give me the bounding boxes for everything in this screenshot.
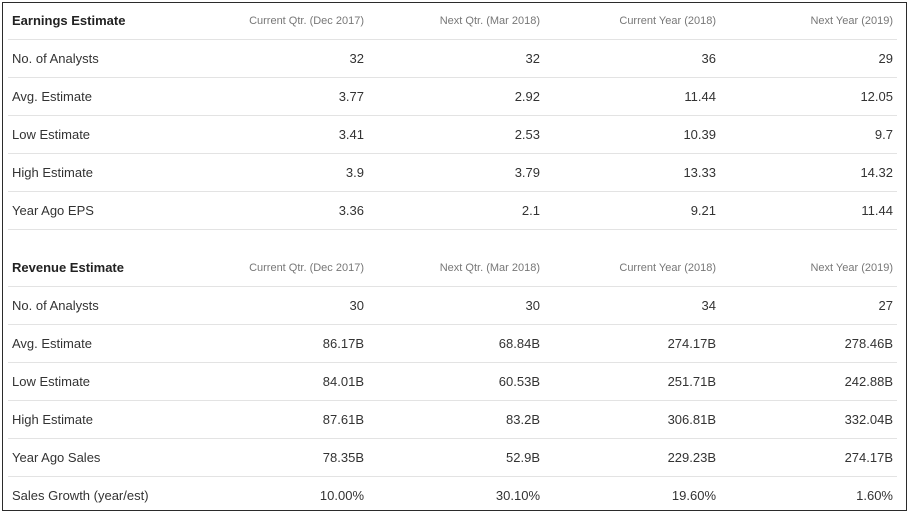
table-cell: 36 bbox=[544, 39, 720, 78]
row-label: Low Estimate bbox=[8, 115, 218, 154]
table-row: Year Ago EPS 3.36 2.1 9.21 11.44 bbox=[8, 191, 897, 230]
table-cell: 27 bbox=[720, 286, 897, 325]
table-header-row: Revenue Estimate Current Qtr. (Dec 2017)… bbox=[8, 252, 897, 287]
table-cell: 13.33 bbox=[544, 153, 720, 192]
column-header: Next Year (2019) bbox=[720, 5, 897, 40]
table-cell: 242.88B bbox=[720, 362, 897, 401]
table-cell: 3.36 bbox=[218, 191, 368, 230]
table-row: High Estimate 3.9 3.79 13.33 14.32 bbox=[8, 153, 897, 192]
table-cell: 14.32 bbox=[720, 153, 897, 192]
row-label: Low Estimate bbox=[8, 362, 218, 401]
row-label: No. of Analysts bbox=[8, 39, 218, 78]
column-header: Current Qtr. (Dec 2017) bbox=[218, 5, 368, 40]
row-label: Year Ago EPS bbox=[8, 191, 218, 230]
table-cell: 83.2B bbox=[368, 400, 544, 439]
table-cell: 3.77 bbox=[218, 77, 368, 116]
table-cell: 32 bbox=[218, 39, 368, 78]
table-cell: 11.44 bbox=[544, 77, 720, 116]
table-cell: 2.92 bbox=[368, 77, 544, 116]
earnings-estimate-table: Earnings Estimate Current Qtr. (Dec 2017… bbox=[8, 5, 897, 230]
table-cell: 9.21 bbox=[544, 191, 720, 230]
table-cell: 278.46B bbox=[720, 324, 897, 363]
table-row: No. of Analysts 30 30 34 27 bbox=[8, 286, 897, 325]
table-cell: 30.10% bbox=[495, 487, 540, 503]
table-cell: 229.23B bbox=[544, 438, 720, 477]
column-header: Current Qtr. (Dec 2017) bbox=[218, 252, 368, 287]
row-label: Avg. Estimate bbox=[8, 77, 218, 116]
table-row: High Estimate 87.61B 83.2B 306.81B 332.0… bbox=[8, 400, 897, 439]
table-cell: 84.01B bbox=[218, 362, 368, 401]
table-cell: 2.1 bbox=[368, 191, 544, 230]
table-cell: 30 bbox=[218, 286, 368, 325]
table-cell: 32 bbox=[368, 39, 544, 78]
table-row: Avg. Estimate 86.17B 68.84B 274.17B 278.… bbox=[8, 324, 897, 363]
row-label: Avg. Estimate bbox=[8, 324, 218, 363]
table-row: Year Ago Sales 78.35B 52.9B 229.23B 274.… bbox=[8, 438, 897, 477]
revenue-estimate-table: Revenue Estimate Current Qtr. (Dec 2017)… bbox=[8, 252, 897, 514]
row-label: High Estimate bbox=[8, 153, 218, 192]
table-header-row: Earnings Estimate Current Qtr. (Dec 2017… bbox=[8, 5, 897, 40]
row-label: No. of Analysts bbox=[8, 286, 218, 325]
table-cell: 251.71B bbox=[544, 362, 720, 401]
column-header: Next Qtr. (Mar 2018) bbox=[368, 252, 544, 287]
table-cell: 52.9B bbox=[368, 438, 544, 477]
table-cell: 11.44 bbox=[720, 191, 897, 230]
table-cell: 78.35B bbox=[218, 438, 368, 477]
table-cell: 10.00% bbox=[319, 487, 364, 503]
section-title: Earnings Estimate bbox=[8, 5, 218, 40]
column-header: Current Year (2018) bbox=[544, 5, 720, 40]
table-cell: 34 bbox=[544, 286, 720, 325]
table-cell: 87.61B bbox=[218, 400, 368, 439]
table-cell: 274.17B bbox=[544, 324, 720, 363]
table-cell: 3.41 bbox=[218, 115, 368, 154]
table-cell: 86.17B bbox=[218, 324, 368, 363]
table-cell: 10.39 bbox=[544, 115, 720, 154]
table-cell: 3.79 bbox=[368, 153, 544, 192]
table-cell: 1.60% bbox=[856, 487, 893, 503]
table-cell: 30 bbox=[368, 286, 544, 325]
table-row: Avg. Estimate 3.77 2.92 11.44 12.05 bbox=[8, 77, 897, 116]
table-cell: 306.81B bbox=[544, 400, 720, 439]
row-label: High Estimate bbox=[8, 400, 218, 439]
column-header: Next Year (2019) bbox=[720, 252, 897, 287]
table-cell: 12.05 bbox=[720, 77, 897, 116]
table-cell: 29 bbox=[720, 39, 897, 78]
table-cell: 332.04B bbox=[720, 400, 897, 439]
table-cell: 9.7 bbox=[720, 115, 897, 154]
table-cell: 68.84B bbox=[368, 324, 544, 363]
table-cell: 3.9 bbox=[218, 153, 368, 192]
row-label: Sales Growth (year/est) bbox=[12, 487, 149, 503]
table-row: Low Estimate 3.41 2.53 10.39 9.7 bbox=[8, 115, 897, 154]
column-header: Next Qtr. (Mar 2018) bbox=[368, 5, 544, 40]
table-row: Low Estimate 84.01B 60.53B 251.71B 242.8… bbox=[8, 362, 897, 401]
table-cell: 60.53B bbox=[368, 362, 544, 401]
row-label: Year Ago Sales bbox=[8, 438, 218, 477]
table-cell: 2.53 bbox=[368, 115, 544, 154]
column-header: Current Year (2018) bbox=[544, 252, 720, 287]
table-cell: 274.17B bbox=[720, 438, 897, 477]
section-title: Revenue Estimate bbox=[8, 252, 218, 287]
table-row: No. of Analysts 32 32 36 29 bbox=[8, 39, 897, 78]
table-row: Sales Growth (year/est) 10.00% 30.10% 19… bbox=[8, 476, 897, 514]
table-cell: 19.60% bbox=[671, 487, 716, 503]
